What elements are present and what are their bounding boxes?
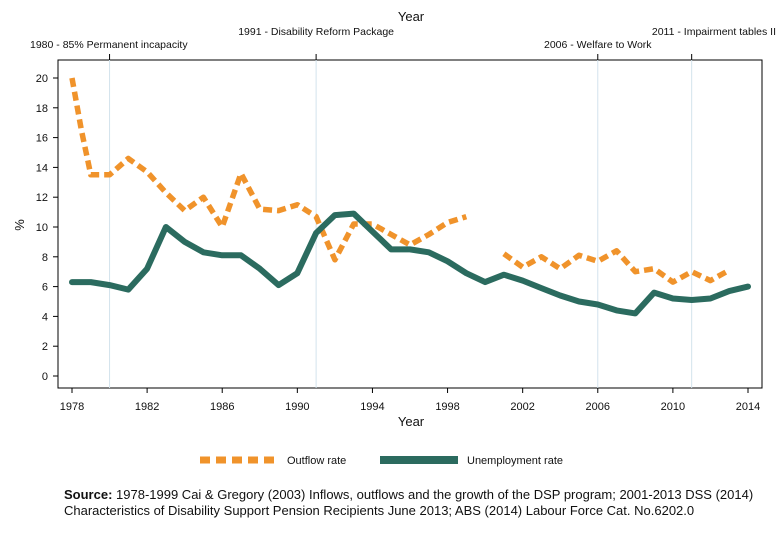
x-tick-label: 1982 [135, 401, 159, 413]
series-group [69, 77, 751, 317]
x-tick-label: 1986 [210, 401, 234, 413]
source-note: Source: 1978-1999 Cai & Gregory (2003) I… [64, 487, 764, 519]
y-tick-label: 2 [42, 341, 48, 353]
legend: Outflow rate Unemployment rate [200, 455, 563, 467]
event-label: 2011 - Impairment tables II [652, 26, 776, 38]
outflow-rate-line [69, 77, 468, 263]
event-label: 2006 - Welfare to Work [544, 39, 652, 51]
x-tick-label: 1990 [285, 401, 309, 413]
event-label: 1991 - Disability Reform Package [238, 26, 394, 38]
y-tick-label: 12 [36, 192, 48, 204]
x-tick-label: 1994 [360, 401, 384, 413]
legend-label: Unemployment rate [467, 455, 563, 467]
event-lines: 1980 - 85% Permanent incapacity 1991 - Di… [30, 26, 776, 388]
x-tick-label: 2006 [586, 401, 610, 413]
unemployment-rate-line [69, 210, 751, 317]
line-chart: 1980 - 85% Permanent incapacity 1991 - Di… [12, 9, 776, 467]
x-axis-label: Year [398, 414, 425, 429]
y-tick-label: 20 [36, 73, 48, 85]
x-tick-label: 2010 [661, 401, 685, 413]
x-tick-label: 2002 [510, 401, 534, 413]
x-tick-label: 2014 [736, 401, 760, 413]
y-tick-label: 16 [36, 133, 48, 145]
outflow-rate-line [502, 248, 731, 285]
chart-title: Year [398, 9, 425, 24]
y-tick-label: 0 [42, 371, 48, 383]
legend-label: Outflow rate [287, 455, 346, 467]
y-tick-label: 14 [36, 162, 48, 174]
x-tick-label: 1978 [60, 401, 84, 413]
source-label: Source: [64, 487, 113, 502]
x-tick-label: 1998 [435, 401, 459, 413]
axes: 0 2 4 6 8 10 12 14 16 18 20 1978 1982 1986 1990 1994 199… [36, 54, 760, 413]
y-tick-label: 4 [42, 311, 48, 323]
y-tick-label: 8 [42, 252, 48, 264]
y-tick-label: 10 [36, 222, 48, 234]
source-text: 1978-1999 Cai & Gregory (2003) Inflows, … [64, 487, 754, 518]
event-label: 1980 - 85% Permanent incapacity [30, 39, 188, 51]
y-tick-label: 18 [36, 103, 48, 115]
y-axis-label: % [12, 219, 27, 231]
y-tick-label: 6 [42, 282, 48, 294]
plot-area [57, 59, 763, 389]
